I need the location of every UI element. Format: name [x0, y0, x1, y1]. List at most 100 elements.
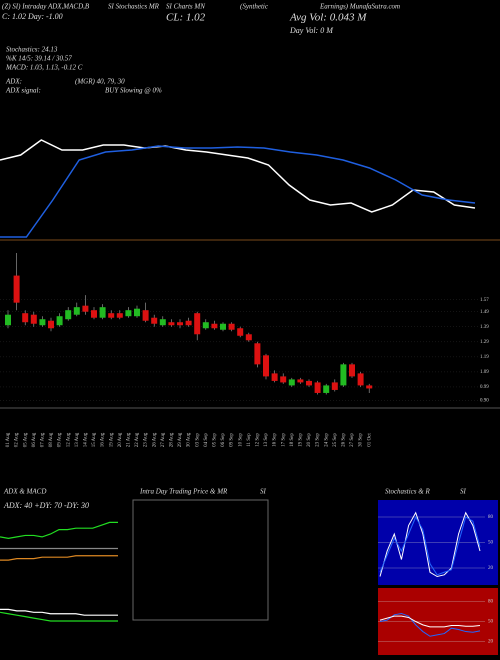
candle-body: [314, 382, 321, 393]
x-tick-label: 13 Aug: [75, 432, 80, 447]
header-text: (Synthetic: [240, 3, 269, 11]
x-tick-label: 14 Aug: [84, 432, 89, 447]
x-tick-label: 13 Sep: [264, 433, 269, 447]
x-tick-label: 01 Oct: [367, 433, 372, 447]
candle-body: [185, 320, 192, 326]
y-tick-label: 0.90: [480, 399, 489, 404]
x-tick-label: 15 Aug: [92, 432, 97, 447]
x-tick-label: 22 Aug: [135, 432, 140, 447]
candle-body: [237, 328, 244, 336]
candle-body: [125, 310, 132, 317]
y-tick-label: 1.09: [480, 370, 489, 375]
header-text: Earnings) MunafaSutra.com: [319, 3, 400, 11]
x-tick-label: 18 Sep: [290, 433, 295, 447]
candle-body: [340, 364, 347, 386]
close-label: CL: 1.02: [166, 12, 206, 24]
x-tick-label: 19 Aug: [109, 432, 114, 447]
x-tick-label: 19 Sep: [299, 433, 304, 447]
header-text: SI Stochastics MR: [108, 3, 160, 11]
x-tick-label: 07 Aug: [41, 432, 46, 447]
x-tick-label: 08 Aug: [49, 432, 54, 447]
x-tick-label: 25 Sep: [333, 433, 338, 447]
candle-body: [323, 385, 330, 393]
x-tick-label: 03 Sep: [195, 433, 200, 447]
panel-title: ADX & MACD: [3, 488, 46, 496]
y-tick-label: 1.49: [480, 310, 489, 315]
candle-body: [366, 385, 373, 389]
x-tick-label: 23 Sep: [316, 433, 321, 447]
candle-body: [5, 314, 11, 326]
candle-body: [82, 305, 89, 312]
candle-body: [99, 307, 106, 318]
candle-body: [271, 373, 278, 381]
x-tick-label: 30 Sep: [359, 433, 364, 447]
x-tick-label: 24 Sep: [324, 433, 329, 447]
candle-body: [245, 334, 252, 341]
x-tick-label: 09 Aug: [58, 432, 63, 447]
candle-body: [73, 307, 80, 315]
intraday-box: [132, 499, 269, 621]
candle-body: [22, 313, 29, 323]
indicator-line: [0, 555, 118, 561]
candle-body: [228, 323, 235, 330]
panel-symbol: SI: [460, 488, 467, 496]
candle-body: [306, 380, 312, 386]
avg-vol: Avg Vol: 0.043 M: [289, 12, 367, 24]
x-tick-label: 16 Aug: [101, 432, 106, 447]
x-tick-label: 12 Aug: [66, 432, 71, 447]
indicator-line: [0, 611, 118, 622]
x-tick-label: 05 Sep: [213, 433, 218, 447]
adx-values: (MGR) 40, 79, 30: [75, 78, 125, 86]
x-tick-label: 28 Aug: [170, 432, 175, 447]
indicator-line: [0, 608, 118, 616]
x-tick-label: 27 Sep: [350, 433, 355, 447]
header-text: SI Charts MN: [166, 3, 205, 11]
candle-body: [331, 382, 338, 390]
y-tick-label: 1.39: [480, 325, 489, 330]
adx-text: ADX:: [5, 78, 22, 86]
x-tick-label: 16 Sep: [273, 433, 278, 447]
header-text: C: 1.02 Day: -1.00: [2, 12, 63, 21]
candle-body: [220, 323, 226, 330]
indicator-line: [0, 139, 476, 213]
x-tick-label: 26 Sep: [342, 433, 347, 447]
adx-label: ADX: 40 +DY: 70 -DY: 30: [3, 501, 89, 510]
y-tick-label: 1.57: [480, 298, 489, 303]
indicator-line: [0, 145, 476, 238]
candle-body: [108, 313, 115, 318]
y-tick-label: 20: [488, 640, 494, 645]
y-tick-label: 50: [488, 541, 494, 546]
macd-text: MACD: 1.03, 1.13, -0.12 C: [5, 64, 83, 72]
panel-symbol: SI: [260, 488, 267, 496]
candle-body: [297, 379, 304, 383]
indicator-line: [379, 612, 481, 637]
x-tick-label: 09 Sep: [230, 433, 235, 447]
candle-body: [168, 322, 175, 326]
header-text: (Z) SI) Intraday ADX,MACD,B: [2, 3, 90, 11]
stoch-text: Stochastics: 24.13: [6, 46, 58, 54]
x-tick-label: 29 Aug: [178, 432, 183, 447]
candle-body: [159, 319, 166, 326]
x-tick-label: 02 Aug: [15, 432, 20, 447]
x-tick-label: 06 Aug: [32, 432, 37, 447]
stoch-k: %K 14/5: 39.14 / 30.57: [6, 55, 72, 63]
x-tick-label: 10 Sep: [238, 433, 243, 447]
panel-title: Intra Day Trading Price & MR: [139, 488, 228, 496]
indicator-line: [379, 515, 481, 576]
x-tick-label: 04 Sep: [204, 433, 209, 447]
candle-body: [254, 343, 261, 365]
y-tick-label: 50: [488, 620, 494, 625]
x-tick-label: 21 Aug: [127, 432, 132, 447]
x-tick-label: 06 Sep: [221, 433, 226, 447]
candle-body: [211, 323, 218, 329]
candle-body: [288, 379, 295, 386]
x-tick-label: 20 Sep: [307, 433, 312, 447]
panel-title: Stochastics & R: [385, 488, 430, 496]
x-tick-label: 23 Aug: [144, 432, 149, 447]
candle-body: [56, 316, 63, 326]
x-tick-label: 20 Aug: [118, 432, 123, 447]
x-tick-label: 27 Aug: [161, 432, 166, 447]
candle-body: [280, 376, 287, 383]
y-tick-label: 1.19: [480, 355, 489, 360]
candle-body: [142, 310, 149, 321]
